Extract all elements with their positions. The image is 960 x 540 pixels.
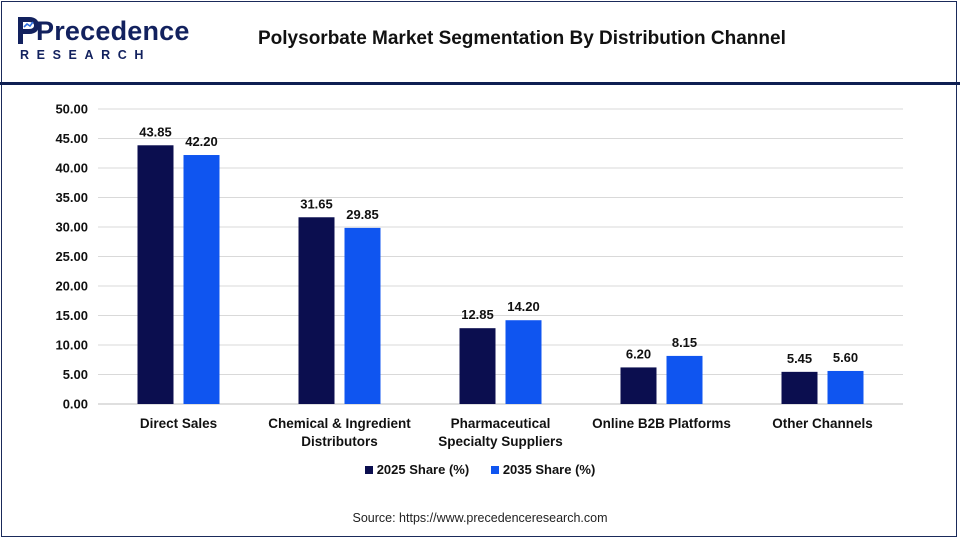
y-tick-label: 50.00 [55,102,88,117]
x-category-label: Direct Sales [140,416,217,431]
data-label: 6.20 [626,346,651,361]
bar-2025 [298,217,335,404]
y-tick-label: 25.00 [55,249,88,264]
data-label: 42.20 [185,134,218,149]
y-axis-ticks: 0.00 5.00 10.00 15.00 20.00 25.00 30.00 35.00 40… [55,102,88,412]
legend-label-2025: 2025 Share (%) [376,462,470,478]
legend-swatch-2035 [490,465,499,474]
bar-2035 [505,320,542,404]
x-category-label: Chemical & Ingredient [268,416,411,431]
x-axis-categories: Direct Sales Chemical & Ingredient Distrib… [140,416,873,449]
logo-subtitle: RESEARCH [20,48,151,62]
y-tick-label: 30.00 [55,220,88,235]
x-category-label: Pharmaceutical [451,416,551,431]
bar-2025 [137,145,174,404]
legend: 2025 Share (%) 2035 Share (%) [0,461,960,477]
y-tick-label: 20.00 [55,279,88,294]
y-tick-label: 5.00 [63,367,88,382]
y-tick-label: 0.00 [63,397,88,412]
header-divider [0,82,960,85]
legend-item-2035: 2035 Share (%) [490,462,596,478]
data-labels: 43.85 42.20 31.65 29.85 12.85 14.20 6.20 8.15 5.… [139,124,858,366]
data-label: 29.85 [346,207,379,222]
x-category-label: Other Channels [772,416,873,431]
data-label: 12.85 [461,307,494,322]
x-category-label: Distributors [301,434,378,449]
bar-2025 [620,367,657,404]
x-category-label: Specialty Suppliers [438,434,563,449]
x-category-label: Online B2B Platforms [592,416,731,431]
legend-item-2025: 2025 Share (%) [364,462,470,478]
legend-swatch-2025 [364,465,373,474]
logo-wordmark: Precedence [36,16,190,46]
grid-lines [98,108,903,405]
logo-mark-icon [18,17,39,44]
data-label: 14.20 [507,299,540,314]
y-tick-label: 10.00 [55,338,88,353]
bars [137,145,864,404]
data-label: 43.85 [139,124,172,139]
bar-2025 [781,371,818,404]
data-label: 5.45 [787,351,812,366]
bar-2035 [344,227,381,404]
y-tick-label: 45.00 [55,131,88,146]
data-label: 31.65 [300,196,333,211]
legend-label-2035: 2035 Share (%) [502,462,596,478]
bar-2035 [666,355,703,404]
chart-title: Polysorbate Market Segmentation By Distr… [258,28,786,49]
data-label: 5.60 [833,350,858,365]
bar-2035 [827,370,864,404]
brand-logo: Precedence RESEARCH [14,14,189,64]
header: Precedence RESEARCH Polysorbate Market S… [0,0,960,85]
y-tick-label: 15.00 [55,308,88,323]
bar-2025 [459,328,496,404]
source-note: Source: https://www.precedenceresearch.c… [352,511,608,525]
data-label: 8.15 [672,335,697,350]
y-tick-label: 40.00 [55,161,88,176]
y-tick-label: 35.00 [55,190,88,205]
bar-2035 [183,155,220,404]
